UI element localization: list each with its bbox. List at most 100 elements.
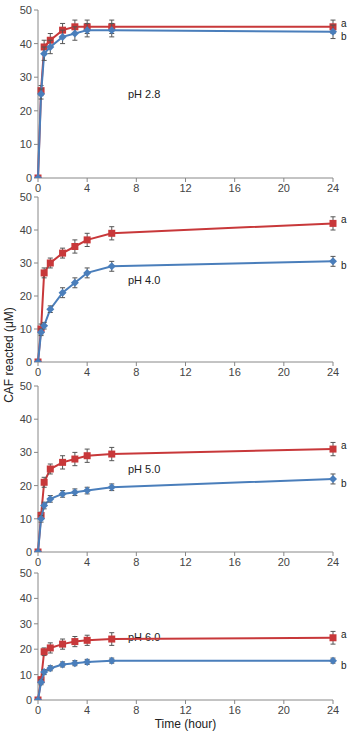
- y-tick: [34, 598, 38, 599]
- y-tick: [34, 110, 38, 111]
- y-tick-label: 50: [20, 191, 32, 203]
- marker: [41, 648, 48, 655]
- marker: [83, 658, 91, 666]
- error-bar: [48, 464, 53, 474]
- y-tick-label: 50: [20, 567, 32, 579]
- marker: [34, 548, 42, 552]
- marker: [84, 236, 91, 243]
- y-tick-label: 20: [20, 643, 32, 655]
- panel-title: pH 4.0: [128, 274, 160, 286]
- y-tick: [34, 10, 38, 11]
- marker: [35, 697, 42, 701]
- series-line: [38, 261, 333, 362]
- marker: [108, 483, 116, 491]
- marker: [47, 644, 54, 651]
- marker: [329, 28, 337, 36]
- marker: [46, 495, 54, 503]
- marker: [108, 262, 116, 270]
- marker: [84, 637, 91, 644]
- error-bar: [85, 635, 90, 645]
- error-bar: [109, 447, 114, 460]
- y-tick-label: 0: [26, 694, 32, 706]
- plot-area: [34, 20, 337, 178]
- y-tick-label: 30: [20, 446, 32, 458]
- y-tick: [34, 77, 38, 78]
- error-bar: [331, 631, 336, 644]
- marker: [71, 279, 79, 287]
- panel-title: pH 6.0: [128, 631, 160, 643]
- error-bar: [72, 452, 77, 465]
- y-tick-label: 0: [26, 546, 32, 558]
- plot-area: [34, 442, 337, 552]
- plot-area: [34, 217, 337, 362]
- y-tick-label: 10: [20, 138, 32, 150]
- x-tick-label: 20: [278, 556, 290, 568]
- panel-title: pH 5.0: [128, 463, 160, 475]
- x-tick-label: 4: [84, 704, 90, 716]
- marker: [35, 359, 42, 363]
- x-tick-label: 24: [327, 556, 339, 568]
- x-tick-label: 12: [179, 366, 191, 378]
- x-tick-label: 4: [84, 366, 90, 378]
- y-tick-label: 50: [20, 380, 32, 392]
- y-tick-label: 50: [20, 4, 32, 16]
- error-bar: [331, 217, 336, 230]
- series-label: a: [341, 214, 347, 225]
- marker: [35, 549, 42, 553]
- error-bar: [109, 227, 114, 240]
- y-tick-label: 20: [20, 290, 32, 302]
- error-bar: [72, 240, 77, 253]
- y-tick: [34, 623, 38, 624]
- x-tick-label: 8: [133, 182, 139, 194]
- marker: [108, 230, 115, 237]
- marker: [71, 30, 79, 38]
- x-tick-label: 12: [179, 556, 191, 568]
- error-bar: [48, 258, 53, 268]
- figure: 0102030405004812162024pH 2.8abCAF reacte…: [0, 0, 353, 735]
- series-label: b: [341, 660, 347, 671]
- marker: [34, 174, 42, 178]
- marker: [46, 664, 54, 672]
- error-bar: [331, 442, 336, 455]
- marker: [330, 446, 337, 453]
- y-tick-label: 30: [20, 618, 32, 630]
- y-tick-label: 20: [20, 105, 32, 117]
- series-label: b: [341, 31, 347, 42]
- error-bar: [42, 268, 47, 278]
- marker: [59, 641, 66, 648]
- y-tick: [34, 263, 38, 264]
- y-tick-label: 10: [20, 323, 32, 335]
- marker: [37, 515, 45, 523]
- x-tick-label: 16: [229, 366, 241, 378]
- y-tick: [34, 144, 38, 145]
- y-tick-label: 20: [20, 480, 32, 492]
- marker: [71, 243, 78, 250]
- marker: [329, 475, 337, 483]
- marker: [108, 657, 116, 665]
- marker: [41, 479, 48, 486]
- series-label: b: [341, 478, 347, 489]
- x-tick-label: 4: [84, 556, 90, 568]
- panel: 0102030405004812162024pH 5.0ab: [20, 380, 347, 568]
- x-tick-label: 24: [327, 704, 339, 716]
- x-tick-label: 16: [229, 556, 241, 568]
- marker: [329, 657, 337, 665]
- error-bar: [85, 449, 90, 462]
- y-tick-label: 40: [20, 413, 32, 425]
- y-tick: [34, 386, 38, 387]
- x-tick-label: 4: [84, 182, 90, 194]
- marker: [40, 322, 48, 330]
- error-bar: [109, 633, 114, 646]
- error-bar: [60, 456, 65, 469]
- panel: 0102030405004812162024pH 4.0ab: [20, 191, 347, 378]
- marker: [59, 250, 66, 257]
- panel-title: pH 2.8: [128, 88, 160, 100]
- series-label: a: [341, 440, 347, 451]
- x-tick-label: 8: [133, 704, 139, 716]
- panel: 0102030405004812162024pH 6.0ab: [20, 567, 347, 716]
- y-tick-label: 40: [20, 592, 32, 604]
- x-tick-label: 16: [229, 182, 241, 194]
- marker: [83, 26, 91, 34]
- x-tick-label: 0: [35, 182, 41, 194]
- marker: [40, 502, 48, 510]
